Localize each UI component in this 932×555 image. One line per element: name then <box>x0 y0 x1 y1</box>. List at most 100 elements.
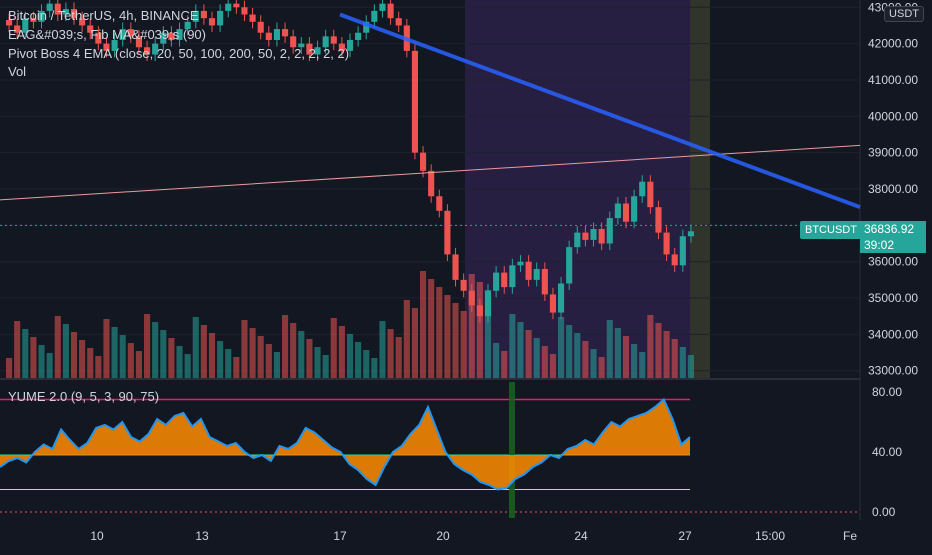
indicator-pivot-boss-label[interactable]: Pivot Boss 4 EMA (close, 20, 50, 100, 20… <box>8 46 350 61</box>
volume-bar <box>403 300 410 378</box>
candle-body <box>314 47 321 55</box>
volume-bar <box>346 334 354 378</box>
osc-y-tick-label: 40.00 <box>872 445 902 459</box>
candle-body <box>355 32 362 40</box>
candle-body <box>590 228 597 240</box>
volume-bar <box>420 271 427 378</box>
volume-bar <box>176 346 183 378</box>
volume-bar <box>87 348 94 378</box>
candle-body <box>79 18 86 26</box>
volume-bar <box>103 319 110 378</box>
candle-body <box>525 261 532 280</box>
y-tick-label: 36000.00 <box>868 255 918 269</box>
candle-body <box>135 36 142 48</box>
volume-bar <box>62 324 69 378</box>
x-tick-label: 15:00 <box>755 529 785 543</box>
candle-body <box>127 29 134 37</box>
candle-body <box>30 18 37 22</box>
candle-body <box>152 43 159 55</box>
volume-bar <box>160 330 167 378</box>
candle-body <box>501 272 508 288</box>
volume-bar <box>411 308 418 378</box>
x-tick-label: 13 <box>195 529 209 543</box>
chart-title: Bitcoin / TetherUS, 4h, BINANCE <box>8 8 199 23</box>
volume-bar <box>217 341 224 378</box>
candle-body <box>95 32 102 44</box>
volume-bar <box>79 340 86 378</box>
volume-bar <box>54 316 61 378</box>
candle-body <box>217 10 224 26</box>
candle-body <box>346 39 354 51</box>
volume-bar <box>428 279 435 378</box>
volume-bar <box>655 323 662 378</box>
candle-body <box>306 43 313 55</box>
candle-body <box>452 254 459 280</box>
volume-bar <box>549 354 556 378</box>
candle-body <box>257 21 264 33</box>
volume-bar <box>517 322 524 378</box>
volume-bar <box>249 328 256 378</box>
volume-bar <box>395 337 402 378</box>
trendline <box>339 12 861 210</box>
y-tick-label: 38000.00 <box>868 182 918 196</box>
candle-body <box>54 3 61 15</box>
candle-body <box>647 181 654 208</box>
candle-body <box>387 3 394 19</box>
volume-bar <box>127 343 134 378</box>
volume-bar <box>631 344 638 378</box>
indicator-fib-ma-label[interactable]: EAG&#039;s, Fib MA&#039;s (90) <box>8 27 206 42</box>
volume-bar <box>671 339 678 378</box>
candle-body <box>160 32 167 44</box>
currency-badge[interactable]: USDT <box>884 6 924 22</box>
volume-bar <box>265 344 272 378</box>
candle-body <box>322 36 329 48</box>
y-tick-label: 34000.00 <box>868 327 918 341</box>
candle-body <box>371 10 378 22</box>
indicator-volume-label[interactable]: Vol <box>8 64 27 79</box>
candle-body <box>176 29 183 40</box>
volume-bar <box>46 353 53 378</box>
candle-body <box>379 3 386 11</box>
candle-body <box>192 10 199 22</box>
candle-body <box>558 283 565 313</box>
volume-bar <box>590 349 597 378</box>
volume-bar <box>558 317 565 378</box>
volume-bar <box>14 321 21 378</box>
volume-bar <box>314 347 321 378</box>
candle-body <box>62 9 69 15</box>
y-tick-label: 39000.00 <box>868 146 918 160</box>
x-tick-label: 27 <box>678 529 692 543</box>
volume-bar <box>111 327 118 378</box>
candle-body <box>282 29 289 37</box>
x-tick-label: Fe <box>843 529 857 543</box>
volume-bar <box>436 287 443 378</box>
volume-bar <box>95 356 102 378</box>
candle-body <box>411 50 418 153</box>
candle-body <box>144 47 151 55</box>
volume-bar <box>501 351 508 378</box>
osc-highlight-bar <box>509 382 515 518</box>
volume-bar <box>460 311 467 378</box>
volume-bar <box>338 326 345 378</box>
osc-y-tick-label: 80.00 <box>872 385 902 399</box>
countdown-value: 39:02 <box>864 238 895 252</box>
x-tick-label: 10 <box>90 529 104 543</box>
volume-bar <box>306 339 313 378</box>
candle-body <box>14 25 21 33</box>
candle-body <box>679 236 686 266</box>
candle-body <box>290 36 297 48</box>
oscillator-label[interactable]: YUME 2.0 (9, 5, 3, 90, 75) <box>8 389 160 404</box>
last-price-value: 36836.92 <box>864 222 915 236</box>
candle-body <box>241 7 248 15</box>
volume-bar <box>566 325 573 378</box>
candle-body <box>631 196 638 222</box>
candle-body <box>687 231 694 237</box>
volume-bar <box>135 351 142 378</box>
volume-bar <box>379 321 386 378</box>
volume-bar <box>468 274 475 378</box>
volume-bar <box>622 336 630 378</box>
volume-bar <box>493 343 500 378</box>
candle-body <box>6 19 13 26</box>
